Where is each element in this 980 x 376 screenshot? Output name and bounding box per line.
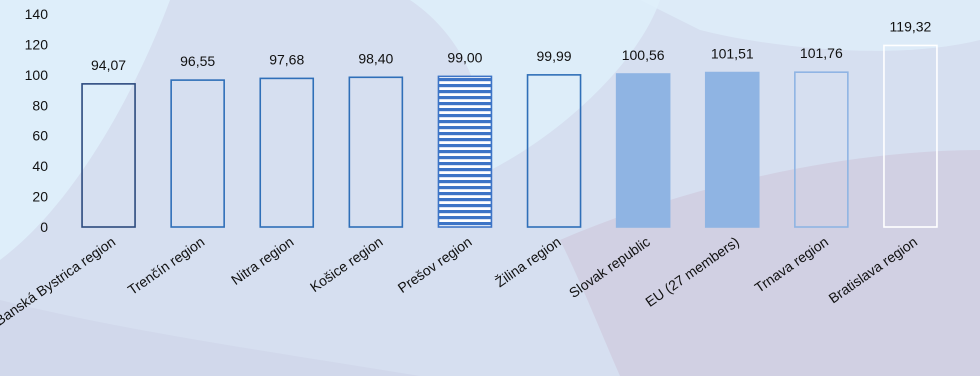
x-tick-label: Banská Bystrica region — [0, 233, 118, 328]
x-tick-label: Trenčín region — [125, 233, 208, 298]
x-axis-labels: Banská Bystrica region Trenčín region Nitr… — [0, 233, 920, 328]
data-label: 101,76 — [800, 45, 843, 61]
x-tick-label: EU (27 members) — [642, 233, 742, 309]
data-label: 97,68 — [269, 51, 304, 67]
bar — [794, 71, 849, 228]
data-label: 96,55 — [180, 53, 215, 69]
y-tick-label: 60 — [32, 128, 48, 144]
bar-series — [81, 44, 938, 228]
x-tick-label: Slovak republic — [566, 233, 653, 301]
data-label: 101,51 — [711, 46, 754, 62]
y-tick-label: 20 — [32, 189, 48, 205]
y-tick-label: 120 — [25, 36, 49, 52]
bar — [883, 44, 938, 228]
data-label: 99,99 — [537, 48, 572, 64]
bar — [259, 77, 315, 228]
bar — [615, 73, 671, 228]
bar — [704, 71, 760, 228]
data-label: 99,00 — [447, 49, 482, 65]
bar — [170, 79, 225, 228]
data-label: 98,40 — [358, 50, 393, 66]
bar — [348, 76, 404, 228]
data-label: 100,56 — [622, 47, 665, 63]
y-tick-label: 100 — [25, 67, 49, 83]
bar — [526, 74, 582, 228]
x-tick-label: Bratislava region — [826, 233, 921, 306]
y-tick-label: 80 — [32, 97, 48, 113]
data-label: 94,07 — [91, 57, 126, 73]
y-tick-label: 40 — [32, 158, 48, 174]
x-tick-label: Košice region — [307, 233, 386, 295]
y-tick-label: 0 — [40, 219, 48, 235]
y-axis: 0 20 40 60 80 100 120 140 — [25, 6, 49, 235]
x-tick-label: Žilina region — [492, 233, 564, 290]
bar — [437, 75, 493, 228]
bar — [81, 83, 136, 228]
x-tick-label: Trnava region — [752, 233, 832, 295]
y-tick-label: 140 — [25, 6, 49, 22]
x-tick-label: Nitra region — [228, 233, 296, 288]
data-label: 119,32 — [890, 18, 932, 34]
x-tick-label: Prešov region — [395, 233, 475, 296]
data-labels: 94,07 96,55 97,68 98,40 99,00 99,99 100,56 101,… — [91, 18, 932, 72]
